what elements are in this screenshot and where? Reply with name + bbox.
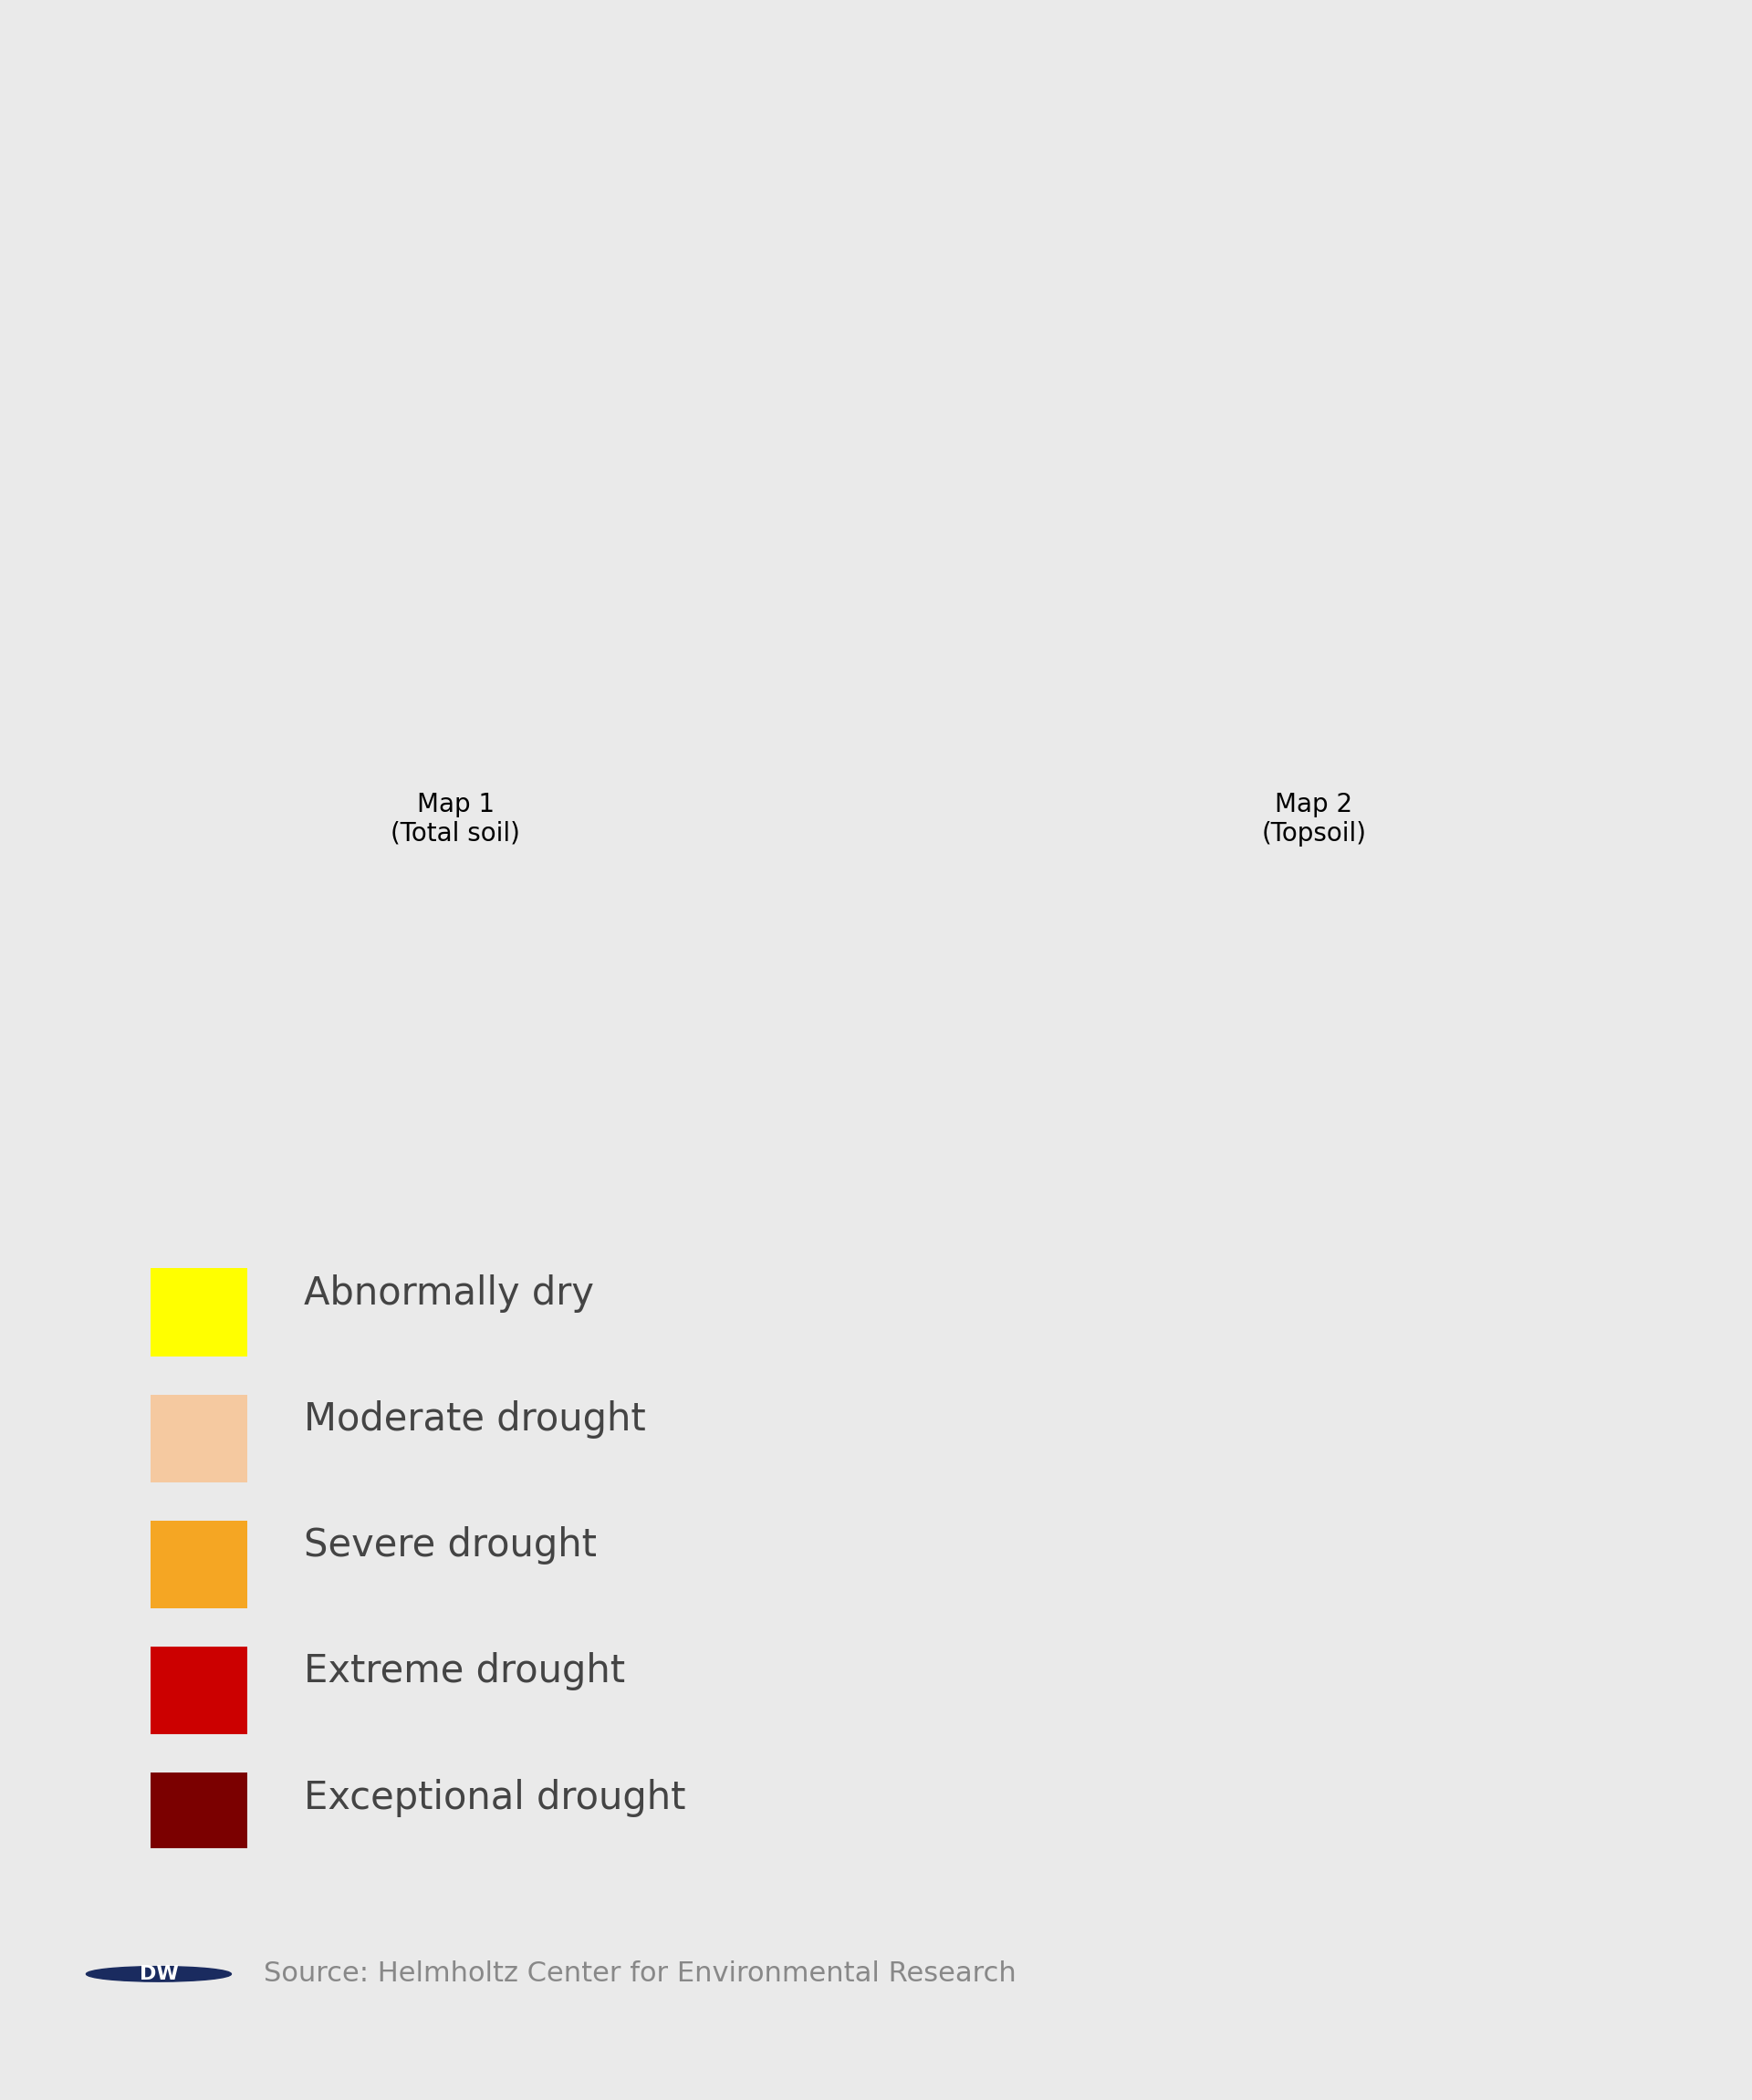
Circle shape — [86, 1966, 231, 1982]
FancyBboxPatch shape — [151, 1268, 247, 1357]
Text: Exceptional drought: Exceptional drought — [303, 1779, 685, 1816]
FancyBboxPatch shape — [151, 1520, 247, 1609]
Text: Map 2
(Topsoil): Map 2 (Topsoil) — [1261, 792, 1367, 846]
Text: Source: Helmholtz Center for Environmental Research: Source: Helmholtz Center for Environment… — [263, 1961, 1016, 1987]
FancyBboxPatch shape — [151, 1646, 247, 1735]
Text: Abnormally dry: Abnormally dry — [303, 1275, 594, 1312]
Text: Map 1
(Total soil): Map 1 (Total soil) — [391, 792, 520, 846]
Text: Moderate drought: Moderate drought — [303, 1401, 646, 1439]
FancyBboxPatch shape — [151, 1772, 247, 1861]
Text: Extreme drought: Extreme drought — [303, 1653, 625, 1691]
Text: Severe drought: Severe drought — [303, 1527, 597, 1564]
Text: DW: DW — [138, 1966, 179, 1982]
FancyBboxPatch shape — [151, 1394, 247, 1483]
